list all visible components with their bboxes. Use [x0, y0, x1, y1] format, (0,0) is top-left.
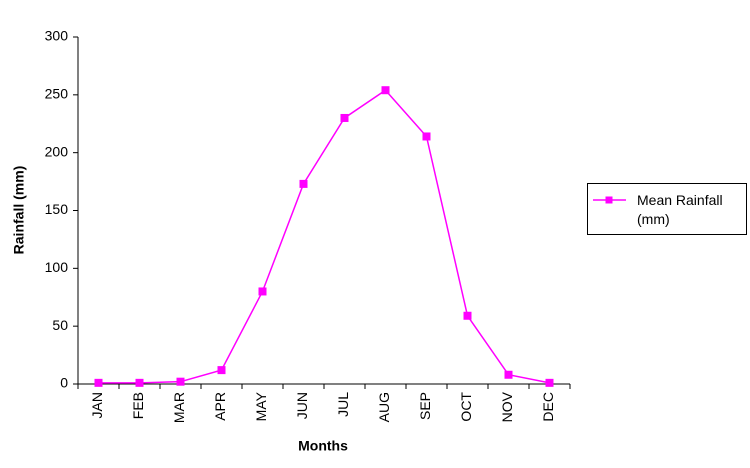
data-point [94, 378, 103, 387]
data-point [340, 113, 349, 122]
x-tick-label: MAR [171, 392, 187, 423]
data-point [504, 370, 513, 379]
legend-label: Mean Rainfall (mm) [637, 192, 723, 227]
x-tick-label: DEC [540, 392, 556, 422]
data-point [217, 366, 226, 375]
data-point [422, 132, 431, 141]
legend-marker [605, 196, 613, 204]
x-tick-label: MAY [253, 391, 269, 421]
legend-swatch [593, 196, 626, 204]
legend: Mean Rainfall (mm) [587, 183, 747, 235]
data-point [176, 377, 185, 386]
x-tick-label: SEP [417, 392, 433, 420]
y-tick-label: 200 [45, 143, 69, 159]
x-tick-label: AUG [376, 392, 392, 422]
x-tick-label: FEB [130, 392, 146, 419]
y-tick-label: 100 [45, 259, 69, 275]
x-tick-label: OCT [458, 392, 474, 422]
data-point [299, 179, 308, 188]
x-tick-label: JUN [294, 392, 310, 419]
x-axis-title: Months [298, 438, 348, 454]
data-point [135, 378, 144, 387]
data-point [381, 86, 390, 95]
data-point [545, 378, 554, 387]
x-tick-label: JAN [89, 392, 105, 418]
y-tick-label: 300 [45, 28, 69, 44]
x-tick-label: APR [212, 392, 228, 421]
y-axis-title: Rainfall (mm) [11, 166, 27, 255]
y-tick-label: 150 [45, 201, 69, 217]
x-tick-label: NOV [499, 391, 515, 422]
y-tick-label: 250 [45, 86, 69, 102]
y-tick-label: 50 [52, 317, 68, 333]
data-point [258, 287, 267, 296]
y-tick-label: 0 [60, 375, 68, 391]
series-line [98, 89, 550, 384]
x-tick-label: JUL [335, 392, 351, 417]
data-point [463, 311, 472, 320]
